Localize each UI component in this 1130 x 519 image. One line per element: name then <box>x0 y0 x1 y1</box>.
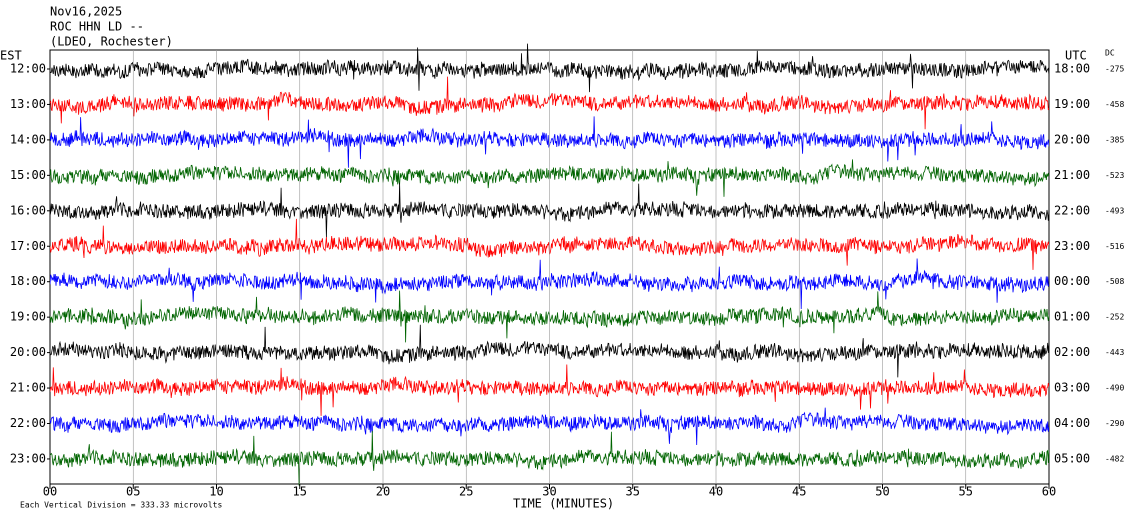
utc-label: 00:00 <box>1054 274 1090 288</box>
utc-label: 19:00 <box>1054 97 1090 111</box>
dc-value: -458 <box>1105 100 1124 109</box>
x-tick-label: 40 <box>709 485 723 499</box>
dc-value: -252 <box>1105 313 1124 322</box>
utc-label: 22:00 <box>1054 203 1090 217</box>
dc-value: -290 <box>1105 419 1124 428</box>
utc-label: 01:00 <box>1054 310 1090 324</box>
station: ROC HHN LD -- <box>50 20 144 34</box>
utc-label: 23:00 <box>1054 239 1090 253</box>
est-label: 19:00 <box>10 310 46 324</box>
est-label: 16:00 <box>10 203 46 217</box>
date: Nov16,2025 <box>50 5 122 19</box>
utc-label: 05:00 <box>1054 451 1090 465</box>
footer: Each Vertical Division = 333.33 microvol… <box>20 501 222 510</box>
est-label: 20:00 <box>10 345 46 359</box>
dc-value: -493 <box>1105 206 1124 215</box>
dc-value: -443 <box>1105 348 1124 357</box>
utc-label: 21:00 <box>1054 168 1090 182</box>
x-tick-label: 20 <box>376 485 390 499</box>
dc-value: -385 <box>1105 135 1124 144</box>
utc-label: 18:00 <box>1054 62 1090 76</box>
network: (LDEO, Rochester) <box>50 35 173 49</box>
x-tick-label: 35 <box>626 485 640 499</box>
right-axis-title: UTC <box>1065 49 1087 63</box>
dc-value: -508 <box>1105 277 1124 286</box>
x-tick-label: 05 <box>126 485 140 499</box>
x-tick-label: 60 <box>1042 485 1056 499</box>
dc-title: DC <box>1105 49 1115 58</box>
est-label: 21:00 <box>10 381 46 395</box>
est-label: 15:00 <box>10 168 46 182</box>
est-label: 23:00 <box>10 451 46 465</box>
x-axis-title: TIME (MINUTES) <box>513 497 614 511</box>
x-tick-label: 25 <box>459 485 473 499</box>
x-tick-label: 15 <box>293 485 307 499</box>
est-label: 22:00 <box>10 416 46 430</box>
utc-label: 02:00 <box>1054 345 1090 359</box>
dc-value: -275 <box>1105 65 1124 74</box>
x-tick-label: 45 <box>792 485 806 499</box>
dc-value: -523 <box>1105 171 1124 180</box>
utc-label: 20:00 <box>1054 132 1090 146</box>
x-tick-label: 00 <box>43 485 57 499</box>
left-axis-title: EST <box>0 49 22 63</box>
dc-value: -482 <box>1105 454 1124 463</box>
est-label: 14:00 <box>10 132 46 146</box>
dc-value: -516 <box>1105 242 1124 251</box>
utc-label: 03:00 <box>1054 381 1090 395</box>
x-tick-label: 10 <box>209 485 223 499</box>
utc-label: 04:00 <box>1054 416 1090 430</box>
est-label: 18:00 <box>10 274 46 288</box>
dc-value: -490 <box>1105 384 1124 393</box>
x-tick-label: 55 <box>959 485 973 499</box>
est-label: 17:00 <box>10 239 46 253</box>
est-label: 12:00 <box>10 62 46 76</box>
x-tick-label: 30 <box>542 485 556 499</box>
x-tick-label: 50 <box>875 485 889 499</box>
est-label: 13:00 <box>10 97 46 111</box>
